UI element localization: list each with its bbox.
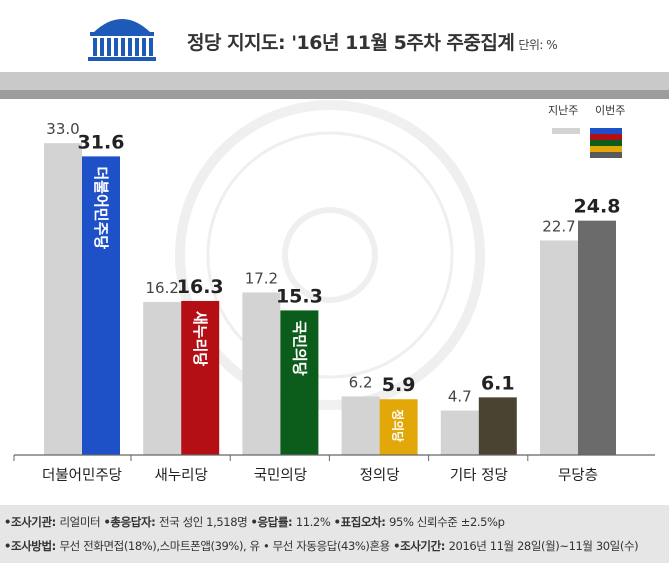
footer-line1-value-2: 11.2%	[295, 515, 334, 529]
footer-line1-value-0: 리얼미터	[59, 515, 104, 529]
footer-line2-value-0: 무선 전화면접(18%),스마트폰앱(39%), 유 • 무선 자동응답(43%…	[59, 539, 394, 553]
footer-line2-label-0: •조사방법:	[4, 539, 60, 553]
legend-curr-swatch-2	[590, 140, 622, 146]
value-label-prev-5: 22.7	[542, 217, 575, 235]
footer-notes: •조사기관: 리얼미터 •총응답자: 전국 성인 1,518명 •응답률: 11…	[0, 505, 669, 563]
header: 정당 지지도: '16년 11월 5주차 주중집계 단위: %	[0, 0, 669, 72]
title-text: 정당 지지도: '16년 11월 5주차 주중집계	[187, 32, 515, 54]
footer-line2-label-1: •조사기간:	[393, 539, 449, 553]
bar-prev-2	[242, 292, 281, 455]
bar-curr-4	[478, 397, 517, 455]
value-label-prev-4: 4.7	[448, 388, 472, 406]
watermark-seal	[175, 100, 485, 410]
bar-prev-1	[143, 301, 182, 455]
bar-prev-4	[440, 410, 479, 455]
bar-party-label-2: 국민의당	[290, 320, 308, 375]
value-label-prev-0: 33.0	[46, 120, 79, 138]
chart-title: 정당 지지도: '16년 11월 5주차 주중집계 단위: %	[187, 28, 558, 55]
value-label-prev-1: 16.2	[145, 279, 178, 297]
legend-curr-swatch-0	[590, 128, 622, 134]
bar-curr-2	[280, 310, 319, 455]
bar-party-label-3: 정의당	[391, 409, 405, 442]
bar-curr-5	[578, 220, 616, 455]
bar-curr-3	[379, 399, 418, 455]
bar-party-label-1: 새누리당	[191, 311, 209, 366]
footer-line1-label-3: •표집오차:	[333, 515, 390, 529]
footer-line1-value-3: 95% 신뢰수준 ±2.5%p	[389, 515, 505, 529]
bar-chart: 33.031.6 더불어민주당 16.216.3 새누리당 17.215.3 국민의당 6.…	[13, 100, 655, 484]
value-label-curr-0: 31.6	[78, 131, 125, 153]
value-label-curr-1: 16.3	[177, 276, 224, 298]
legend-curr-swatch-1	[590, 134, 622, 140]
footer-line1-label-2: •응답률:	[250, 515, 296, 529]
bar-prev-5	[540, 240, 578, 455]
category-label-0: 더불어민주당	[42, 467, 122, 484]
legend-prev-label: 지난주	[548, 104, 579, 117]
footer-line1-label-0: •조사기관:	[4, 515, 60, 529]
value-label-curr-3: 5.9	[382, 374, 416, 396]
national-assembly-logo-icon	[88, 19, 156, 61]
value-label-prev-3: 6.2	[349, 373, 373, 391]
footer-line2-value-1: 2016년 11월 28일(월)~11월 30일(수)	[448, 539, 639, 553]
value-label-curr-5: 24.8	[574, 196, 621, 218]
bar-curr-0	[82, 156, 120, 455]
value-label-curr-2: 15.3	[276, 285, 323, 307]
header-band	[0, 72, 669, 90]
legend-curr-label: 이번주	[595, 104, 626, 117]
category-label-5: 무당층	[558, 467, 598, 484]
value-label-curr-4: 6.1	[481, 372, 515, 394]
category-label-4: 기타 정당	[450, 467, 508, 484]
legend-curr-swatch-3	[590, 146, 622, 152]
category-label-1: 새누리당	[155, 467, 208, 484]
value-label-prev-2: 17.2	[245, 269, 278, 287]
bar-prev-0	[44, 143, 82, 455]
footer-line-2: •조사방법: 무선 전화면접(18%),스마트폰앱(39%), 유 • 무선 자…	[4, 538, 639, 554]
footer-line1-value-1: 전국 성인 1,518명	[158, 515, 251, 529]
footer-line-1: •조사기관: 리얼미터 •총응답자: 전국 성인 1,518명 •응답률: 11…	[4, 514, 505, 530]
bar-prev-3	[341, 396, 380, 455]
category-label-3: 정의당	[360, 467, 400, 484]
unit-label: 단위: %	[518, 38, 558, 52]
bar-curr-1	[181, 300, 220, 455]
bar-party-label-0: 더불어민주당	[92, 166, 110, 249]
legend-curr-swatch-4	[590, 152, 622, 158]
legend-prev-swatch	[552, 128, 580, 134]
category-label-2: 국민의당	[254, 467, 307, 484]
header-band-dark	[0, 90, 669, 99]
footer-line1-label-1: •총응답자:	[103, 515, 159, 529]
